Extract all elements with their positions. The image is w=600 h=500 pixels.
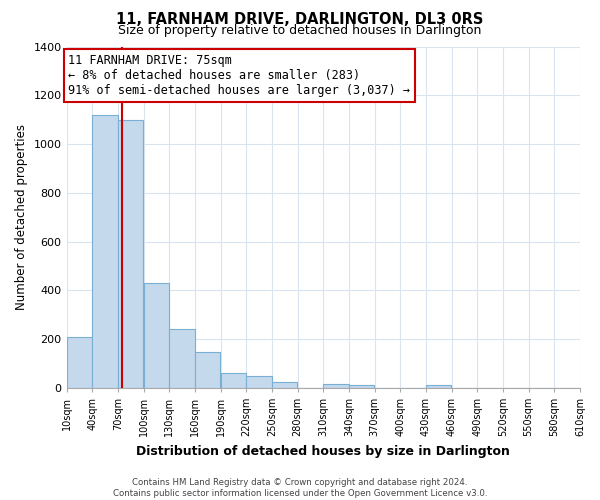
Bar: [323, 384, 349, 388]
Y-axis label: Number of detached properties: Number of detached properties: [15, 124, 28, 310]
Text: Size of property relative to detached houses in Darlington: Size of property relative to detached ho…: [118, 24, 482, 37]
Text: 11, FARNHAM DRIVE, DARLINGTON, DL3 0RS: 11, FARNHAM DRIVE, DARLINGTON, DL3 0RS: [116, 12, 484, 28]
Bar: [247, 376, 272, 388]
Bar: [169, 330, 194, 388]
Bar: [221, 373, 246, 388]
X-axis label: Distribution of detached houses by size in Darlington: Distribution of detached houses by size …: [136, 444, 510, 458]
Bar: [426, 386, 451, 388]
Bar: [272, 382, 298, 388]
Bar: [118, 120, 143, 388]
Bar: [144, 283, 169, 388]
Bar: [67, 336, 92, 388]
Text: 11 FARNHAM DRIVE: 75sqm
← 8% of detached houses are smaller (283)
91% of semi-de: 11 FARNHAM DRIVE: 75sqm ← 8% of detached…: [68, 54, 410, 97]
Bar: [92, 115, 118, 388]
Text: Contains HM Land Registry data © Crown copyright and database right 2024.
Contai: Contains HM Land Registry data © Crown c…: [113, 478, 487, 498]
Bar: [195, 352, 220, 388]
Bar: [349, 386, 374, 388]
